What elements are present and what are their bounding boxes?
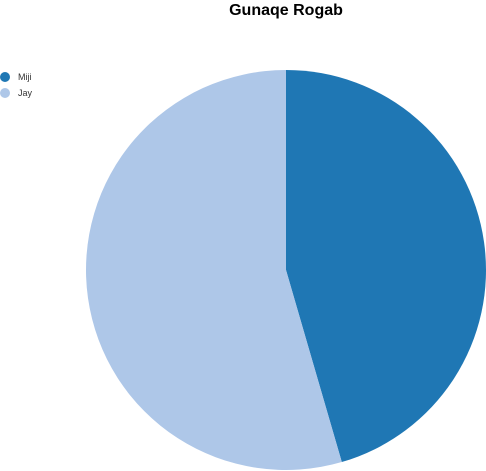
legend-item-jay: Jay [0, 85, 32, 101]
chart-title: Gunaqe Rogab [229, 2, 343, 19]
legend-swatch-jay [0, 88, 10, 98]
legend: Miji Jay [0, 69, 32, 101]
legend-label-jay: Jay [18, 88, 33, 98]
pie-slice-miji [286, 70, 486, 463]
legend-item-miji: Miji [0, 69, 32, 85]
legend-label-miji: Miji [18, 72, 32, 82]
legend-swatch-miji [0, 72, 10, 82]
pie-slice-jay [85, 70, 342, 471]
